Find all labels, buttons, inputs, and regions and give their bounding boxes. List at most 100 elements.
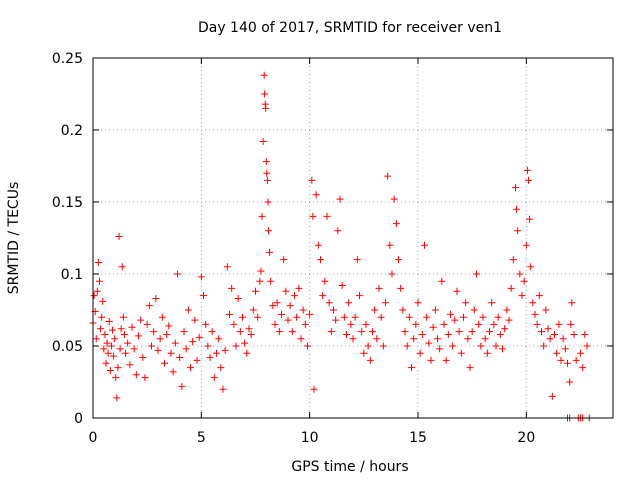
data-point bbox=[542, 306, 550, 314]
data-point bbox=[241, 339, 249, 347]
data-point bbox=[109, 326, 116, 334]
data-point bbox=[156, 335, 164, 343]
data-point bbox=[273, 299, 281, 307]
data-point bbox=[356, 292, 363, 300]
data-point bbox=[98, 313, 106, 321]
data-point bbox=[412, 320, 420, 328]
data-point bbox=[453, 287, 461, 295]
data-point bbox=[369, 328, 376, 336]
y-tick-label: 0.2 bbox=[61, 123, 83, 139]
data-point bbox=[366, 356, 374, 364]
x-tick-label: 15 bbox=[409, 430, 427, 446]
data-point bbox=[101, 330, 109, 338]
data-point bbox=[451, 316, 459, 324]
data-point bbox=[163, 330, 171, 338]
tick-labels: 0 0.05 0.1 0.15 0.2 0.25 0 5 10 15 20 bbox=[52, 51, 535, 446]
data-point bbox=[228, 284, 236, 292]
data-point bbox=[526, 215, 534, 223]
data-point bbox=[518, 292, 526, 300]
grid-layer bbox=[93, 58, 613, 418]
x-tick-label: 5 bbox=[197, 430, 206, 446]
data-point bbox=[132, 371, 140, 379]
data-point bbox=[215, 335, 223, 343]
data-point bbox=[403, 342, 411, 350]
data-point bbox=[436, 345, 444, 353]
data-point bbox=[193, 356, 201, 364]
data-point bbox=[509, 256, 517, 264]
data-point bbox=[527, 263, 535, 271]
data-point bbox=[579, 364, 587, 372]
data-point bbox=[262, 104, 270, 112]
data-point bbox=[390, 195, 398, 203]
data-point bbox=[479, 313, 487, 321]
data-point bbox=[99, 297, 107, 305]
data-point bbox=[184, 306, 192, 314]
data-point bbox=[200, 292, 207, 300]
data-point bbox=[570, 330, 578, 338]
data-point bbox=[336, 195, 344, 203]
data-point bbox=[182, 345, 190, 353]
data-point bbox=[120, 330, 128, 338]
data-point bbox=[490, 320, 498, 328]
data-point bbox=[375, 284, 383, 292]
data-point bbox=[223, 263, 231, 271]
data-point bbox=[118, 263, 126, 271]
data-point bbox=[425, 339, 433, 347]
data-point bbox=[416, 349, 424, 357]
data-point bbox=[141, 374, 149, 382]
data-point bbox=[269, 302, 277, 310]
data-point bbox=[347, 320, 355, 328]
data-point bbox=[319, 292, 327, 300]
data-point bbox=[213, 349, 220, 357]
data-point bbox=[514, 227, 522, 235]
x-tick-label: 0 bbox=[89, 430, 98, 446]
data-point bbox=[323, 212, 331, 220]
data-point bbox=[150, 328, 158, 336]
data-point bbox=[219, 385, 227, 393]
data-point bbox=[128, 323, 136, 331]
data-point bbox=[92, 335, 100, 343]
data-point bbox=[421, 241, 428, 249]
data-point bbox=[111, 335, 119, 343]
chart-title: Day 140 of 2017, SRMTID for receiver ven… bbox=[198, 20, 502, 36]
data-point bbox=[466, 364, 474, 372]
data-point bbox=[440, 320, 448, 328]
data-point bbox=[304, 342, 311, 350]
data-point bbox=[384, 172, 392, 180]
data-point bbox=[234, 294, 242, 302]
data-point bbox=[130, 345, 138, 353]
data-point bbox=[105, 318, 113, 326]
data-point bbox=[512, 184, 519, 192]
data-point bbox=[271, 320, 279, 328]
data-point bbox=[386, 241, 394, 249]
data-point bbox=[397, 284, 405, 292]
data-point bbox=[538, 328, 545, 336]
data-point bbox=[266, 248, 274, 256]
data-point bbox=[176, 354, 184, 362]
data-point bbox=[438, 277, 446, 285]
data-point bbox=[351, 313, 359, 321]
data-point bbox=[249, 306, 257, 314]
data-point bbox=[529, 299, 537, 307]
data-point bbox=[457, 349, 465, 357]
data-point bbox=[158, 313, 166, 321]
data-point bbox=[232, 342, 240, 350]
data-point bbox=[513, 205, 521, 213]
data-point bbox=[408, 364, 415, 372]
data-point bbox=[258, 212, 266, 220]
plot-frame bbox=[92, 57, 614, 419]
data-point bbox=[345, 299, 353, 307]
data-point bbox=[486, 328, 493, 336]
data-point bbox=[260, 71, 268, 79]
data-point bbox=[503, 306, 511, 314]
data-point bbox=[116, 345, 124, 353]
data-point bbox=[544, 325, 552, 333]
data-point bbox=[399, 306, 407, 314]
data-point bbox=[299, 306, 307, 314]
x-tick-label: 10 bbox=[301, 430, 319, 446]
data-point bbox=[429, 323, 437, 331]
data-point bbox=[581, 330, 589, 338]
data-point bbox=[310, 385, 318, 393]
data-point bbox=[371, 306, 379, 314]
